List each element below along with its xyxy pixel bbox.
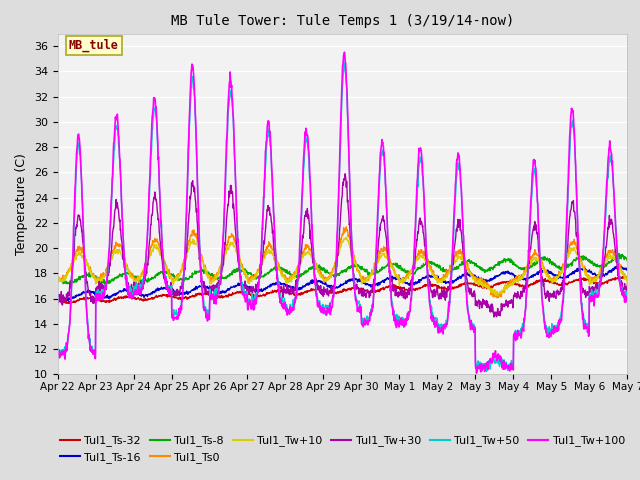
Tul1_Tw+100 — [143, 245, 150, 251]
Tul1_Tw+30 — [54, 301, 61, 307]
Tul1_Tw+10 — [143, 260, 150, 266]
Tul1_Tw+30 — [623, 282, 631, 288]
Tul1_Tw+30 — [561, 269, 569, 275]
Tul1_Ts-8 — [143, 279, 151, 285]
Tul1_Tw+50 — [317, 306, 324, 312]
Tul1_Ts-8 — [54, 276, 61, 281]
Tul1_Ts-32 — [65, 300, 73, 306]
Tul1_Tw+30 — [617, 283, 625, 288]
Tul1_Tw+100 — [340, 49, 348, 55]
Tul1_Tw+10 — [477, 280, 485, 286]
Tul1_Ts-32 — [623, 276, 631, 281]
Tul1_Tw+30 — [341, 171, 349, 177]
Tul1_Ts-16 — [143, 292, 151, 298]
Tul1_Ts-32 — [328, 290, 335, 296]
Tul1_Tw+10 — [317, 273, 324, 278]
Tul1_Tw+10 — [54, 279, 61, 285]
Tul1_Ts-8 — [623, 258, 631, 264]
Tul1_Ts-8 — [477, 266, 485, 272]
Tul1_Ts0 — [317, 269, 324, 275]
Tul1_Ts-16 — [317, 278, 325, 284]
Tul1_Tw+10 — [492, 293, 500, 299]
Line: Tul1_Tw+100: Tul1_Tw+100 — [58, 52, 627, 373]
Tul1_Tw+30 — [328, 284, 335, 289]
Tul1_Ts0 — [143, 259, 150, 265]
Tul1_Ts0 — [493, 295, 500, 300]
Tul1_Ts-8 — [317, 266, 325, 272]
Tul1_Ts-8 — [101, 281, 109, 287]
Line: Tul1_Ts-32: Tul1_Ts-32 — [58, 276, 627, 303]
Text: MB_tule: MB_tule — [69, 39, 119, 52]
Line: Tul1_Ts-8: Tul1_Ts-8 — [58, 253, 627, 284]
Tul1_Tw+50 — [340, 60, 348, 66]
Tul1_Tw+100 — [477, 361, 485, 367]
Tul1_Ts-32 — [561, 280, 568, 286]
Tul1_Tw+50 — [328, 300, 335, 305]
Tul1_Ts0 — [342, 224, 350, 230]
Tul1_Ts0 — [477, 276, 485, 281]
Line: Tul1_Tw+10: Tul1_Tw+10 — [58, 237, 627, 296]
Tul1_Tw+100 — [54, 348, 61, 354]
Tul1_Ts-16 — [615, 263, 623, 268]
Tul1_Ts-32 — [619, 274, 627, 279]
Line: Tul1_Ts0: Tul1_Ts0 — [58, 227, 627, 298]
Tul1_Tw+10 — [617, 267, 625, 273]
Tul1_Ts-8 — [328, 272, 335, 278]
Tul1_Ts-16 — [477, 277, 485, 283]
Tul1_Tw+10 — [342, 234, 350, 240]
Tul1_Ts-8 — [561, 265, 568, 271]
Tul1_Ts-16 — [54, 293, 61, 299]
Tul1_Ts-8 — [617, 252, 625, 258]
Tul1_Tw+100 — [317, 307, 324, 312]
Tul1_Tw+10 — [328, 271, 335, 276]
Tul1_Ts0 — [623, 277, 631, 283]
Y-axis label: Temperature (C): Temperature (C) — [15, 153, 28, 255]
Tul1_Tw+30 — [143, 271, 150, 276]
Tul1_Ts-32 — [143, 297, 151, 302]
Tul1_Tw+50 — [477, 366, 485, 372]
Tul1_Tw+100 — [623, 299, 631, 304]
Line: Tul1_Tw+50: Tul1_Tw+50 — [58, 63, 627, 372]
Tul1_Tw+100 — [328, 304, 335, 310]
Line: Tul1_Ts-16: Tul1_Ts-16 — [58, 265, 627, 300]
Legend: Tul1_Ts-32, Tul1_Ts-16, Tul1_Ts-8, Tul1_Ts0, Tul1_Tw+10, Tul1_Tw+30, Tul1_Tw+50,: Tul1_Ts-32, Tul1_Ts-16, Tul1_Ts-8, Tul1_… — [55, 431, 630, 468]
Tul1_Ts-16 — [64, 298, 72, 303]
Tul1_Tw+100 — [561, 265, 569, 271]
Tul1_Ts-8 — [615, 251, 623, 256]
Tul1_Ts-16 — [623, 267, 631, 273]
Tul1_Ts0 — [561, 259, 569, 265]
Tul1_Tw+10 — [623, 281, 631, 287]
Tul1_Ts0 — [54, 275, 61, 280]
Tul1_Ts-32 — [54, 296, 61, 301]
Tul1_Tw+50 — [483, 369, 490, 374]
Tul1_Ts0 — [328, 273, 335, 278]
Tul1_Ts-32 — [616, 276, 624, 281]
Tul1_Tw+10 — [561, 262, 569, 267]
Title: MB Tule Tower: Tule Temps 1 (3/19/14-now): MB Tule Tower: Tule Temps 1 (3/19/14-now… — [171, 14, 514, 28]
Tul1_Tw+30 — [490, 314, 498, 320]
Tul1_Ts-16 — [328, 283, 335, 289]
Tul1_Ts-16 — [617, 264, 625, 270]
Tul1_Ts-32 — [477, 284, 485, 289]
Tul1_Tw+50 — [623, 291, 631, 297]
Tul1_Tw+30 — [317, 283, 324, 288]
Tul1_Tw+50 — [617, 279, 625, 285]
Tul1_Tw+100 — [617, 285, 625, 290]
Tul1_Tw+50 — [143, 243, 150, 249]
Line: Tul1_Tw+30: Tul1_Tw+30 — [58, 174, 627, 317]
Tul1_Ts-16 — [561, 275, 568, 281]
Tul1_Tw+30 — [477, 299, 485, 305]
Tul1_Ts0 — [617, 262, 625, 267]
Tul1_Tw+100 — [473, 370, 481, 376]
Tul1_Ts-32 — [317, 287, 325, 293]
Tul1_Tw+50 — [54, 354, 61, 360]
Tul1_Tw+50 — [561, 271, 569, 276]
